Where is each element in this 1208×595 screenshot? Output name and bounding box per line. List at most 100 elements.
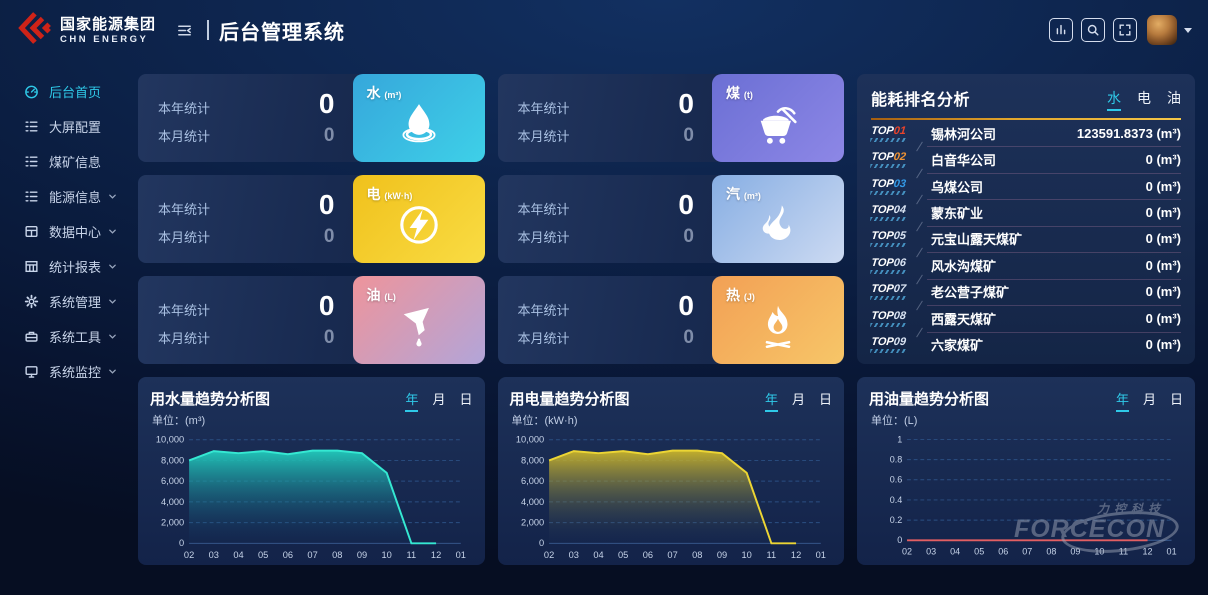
rank-badge: TOP02 xyxy=(870,151,920,169)
sidebar-item-label: 数据中心 xyxy=(49,225,102,240)
sidebar-item-label: 系统监控 xyxy=(49,365,102,380)
ranking-tabs: 水电油 xyxy=(1091,88,1181,111)
brand-subtitle: CHN ENERGY xyxy=(60,33,149,45)
period-tab[interactable]: 月 xyxy=(1142,391,1156,407)
topbar-actions xyxy=(1041,15,1192,45)
rank-prefix: TOP xyxy=(870,309,895,322)
svg-text:0.8: 0.8 xyxy=(890,454,903,464)
ranking-row: TOP04 蒙东矿业 0 (m³) xyxy=(870,199,1181,225)
chart-unit-label: 单位：(m³) xyxy=(152,415,206,427)
stat-visual: 热 (J) xyxy=(712,276,844,364)
rank-number: 03 xyxy=(893,177,907,190)
ranking-tab[interactable]: 油 xyxy=(1167,90,1181,106)
svg-text:0: 0 xyxy=(179,538,184,548)
fire-icon xyxy=(754,301,802,354)
period-tab[interactable]: 年 xyxy=(405,391,419,412)
search-icon[interactable] xyxy=(1081,18,1105,42)
sidebar-item-label: 大屏配置 xyxy=(49,120,102,135)
sidebar-item-data-center[interactable]: 数据中心 xyxy=(0,214,130,249)
consumption-value: 0 (m³) xyxy=(1145,152,1181,168)
rank-badge: TOP07 xyxy=(870,283,920,301)
rank-stripes-decoration xyxy=(870,137,907,142)
chevron-down-icon xyxy=(108,332,117,341)
consumption-value: 0 (m³) xyxy=(1145,284,1181,300)
svg-text:0.6: 0.6 xyxy=(890,475,903,485)
year-stat-label: 本年统计 xyxy=(517,303,570,318)
sidebar-item-system-monitor[interactable]: 系统监控 xyxy=(0,354,130,389)
sidebar-item-system-manage[interactable]: 系统管理 xyxy=(0,284,130,319)
svg-text:11: 11 xyxy=(766,550,776,560)
svg-text:4,000: 4,000 xyxy=(521,497,544,507)
stat-visual: 水 (m³) xyxy=(352,74,485,162)
rank-prefix: TOP xyxy=(870,283,895,296)
trend-chart-svg: 0 2,000 4,000 6,000 8,000 10,000 02 03 04 05 06 07 0… xyxy=(156,435,466,560)
ranking-row: TOP05 元宝山露天煤矿 0 (m³) xyxy=(870,225,1181,252)
chart-plot-area: 0 2,000 4,000 6,000 8,000 10,000 02 03 04 05 06 07 0… xyxy=(510,428,833,567)
sidebar-item-coal-info[interactable]: 煤矿信息 xyxy=(0,144,130,179)
period-tab[interactable]: 日 xyxy=(459,391,473,407)
svg-text:11: 11 xyxy=(1119,547,1128,557)
period-tab[interactable]: 日 xyxy=(1169,391,1183,407)
page-title: 后台管理系统 xyxy=(219,21,346,44)
user-avatar[interactable] xyxy=(1147,15,1177,45)
svg-text:0.4: 0.4 xyxy=(890,495,903,505)
sidebar-item-system-tools[interactable]: 系统工具 xyxy=(0,319,130,354)
company-name: 白音华公司 xyxy=(931,153,997,169)
ranking-row: TOP02 白音华公司 0 (m³) xyxy=(870,146,1181,172)
user-menu-caret-icon[interactable] xyxy=(1184,27,1192,33)
svg-text:01: 01 xyxy=(815,550,825,560)
svg-text:05: 05 xyxy=(618,550,628,560)
rank-number: 04 xyxy=(893,204,907,217)
stat-visual: 汽 (m³) xyxy=(712,175,844,263)
svg-text:02: 02 xyxy=(543,550,553,560)
sidebar-collapse-icon[interactable] xyxy=(176,22,193,39)
year-stat-value: 0 xyxy=(678,88,694,119)
consumption-value: 0 (m³) xyxy=(1145,257,1181,273)
chart-title: 用水量趋势分析图 xyxy=(150,391,271,408)
trend-chart-svg: 0 0.2 0.4 0.6 0.8 1 02 03 04 05 06 07 08 09 10 11 12 01 xyxy=(890,434,1177,557)
stat-card-steam: 本年统计 0 本月统计 0 汽 (m³) xyxy=(497,175,844,263)
svg-text:01: 01 xyxy=(456,550,466,560)
period-tab[interactable]: 年 xyxy=(1115,391,1129,412)
period-tab[interactable]: 年 xyxy=(764,391,778,412)
bar-chart-icon[interactable] xyxy=(1049,18,1073,42)
year-stat-label: 本年统计 xyxy=(517,202,570,217)
rank-stripes-decoration xyxy=(870,164,907,169)
year-stat-value: 0 xyxy=(678,290,694,321)
svg-text:06: 06 xyxy=(998,547,1008,557)
rank-number: 07 xyxy=(893,283,907,296)
chevron-down-icon xyxy=(108,192,117,201)
sidebar-item-screen-config[interactable]: 大屏配置 xyxy=(0,109,130,144)
chn-energy-logo-icon xyxy=(14,9,52,52)
svg-text:07: 07 xyxy=(307,550,317,560)
sidebar-item-home[interactable]: 后台首页 xyxy=(0,74,130,109)
period-tab[interactable]: 月 xyxy=(791,391,805,407)
company-name: 老公营子煤矿 xyxy=(931,285,1010,301)
period-tab[interactable]: 月 xyxy=(432,391,446,407)
period-tab[interactable]: 日 xyxy=(818,391,832,407)
svg-text:02: 02 xyxy=(184,550,194,560)
svg-text:10: 10 xyxy=(1094,547,1104,557)
rank-badge: TOP04 xyxy=(870,204,920,222)
consumption-value: 0 (m³) xyxy=(1145,310,1181,326)
ranking-tab[interactable]: 水 xyxy=(1107,90,1121,111)
stat-visual: 电 (kW·h) xyxy=(352,175,485,263)
energy-ranking-panel: 能耗排名分析 水电油 TOP01 锡林河公司 123591.8373 (m³) … xyxy=(857,74,1195,364)
svg-text:08: 08 xyxy=(332,550,342,560)
month-stat-value: 0 xyxy=(683,125,694,146)
sidebar-item-energy-info[interactable]: 能源信息 xyxy=(0,179,130,214)
ranking-tab[interactable]: 电 xyxy=(1137,90,1151,106)
svg-text:03: 03 xyxy=(926,547,936,557)
rank-badge: TOP06 xyxy=(870,257,920,274)
sidebar-item-stats-report[interactable]: 统计报表 xyxy=(0,249,130,284)
rank-prefix: TOP xyxy=(870,124,895,137)
fullscreen-icon[interactable] xyxy=(1113,18,1137,42)
topbar: 国家能源集团 CHN ENERGY 后台管理系统 xyxy=(0,0,1208,60)
ranking-rows: TOP01 锡林河公司 123591.8373 (m³) TOP02 白音华公司… xyxy=(870,120,1181,358)
brand-name: 国家能源集团 xyxy=(60,15,157,33)
title-divider xyxy=(207,20,210,40)
company-name: 西露天煤矿 xyxy=(931,311,997,327)
svg-text:04: 04 xyxy=(593,550,603,560)
energy-unit-label: (L) xyxy=(384,292,396,302)
chart-plot-area: 0 0.2 0.4 0.6 0.8 1 02 03 04 05 06 07 08 09 10 11 12 01 力… xyxy=(869,428,1183,563)
